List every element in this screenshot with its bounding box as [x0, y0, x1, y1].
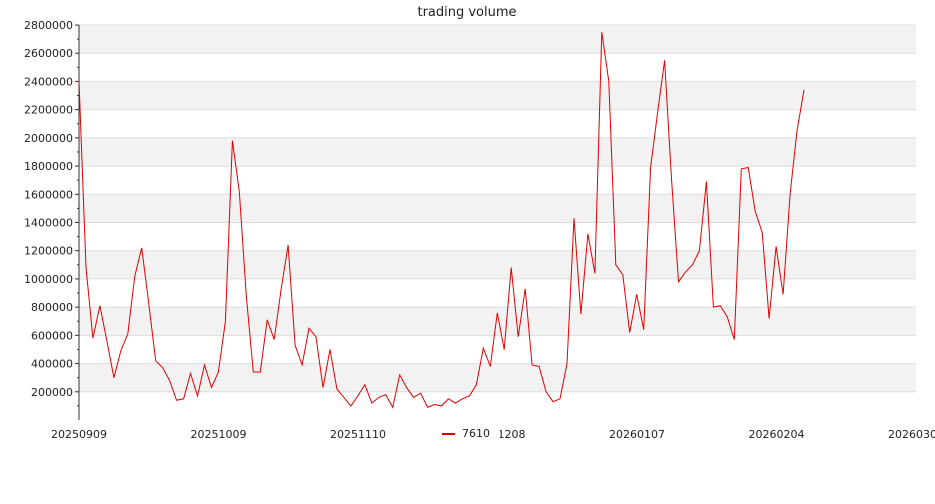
grid-band: [79, 363, 916, 392]
grid-band: [79, 250, 916, 279]
y-tick-label: 1400000: [24, 217, 73, 230]
series-plot: [78, 32, 805, 409]
y-tick-label: 1800000: [24, 160, 73, 173]
y-axis-ticks: 200000 400000 600000 800000 1000000 1200000 14…: [24, 19, 79, 407]
y-tick-label: 200000: [31, 386, 73, 399]
x-tick-label: 20251110: [330, 428, 386, 441]
y-tick-label: 2400000: [24, 75, 73, 88]
y-tick-label: 1600000: [24, 188, 73, 201]
grid-band: [79, 25, 916, 54]
y-tick-label: 600000: [31, 329, 73, 342]
grid-bands: [79, 25, 916, 392]
chart-title: trading volume: [417, 5, 516, 20]
y-tick-label: 1000000: [24, 273, 73, 286]
y-tick-label: 400000: [31, 358, 73, 371]
series-line: [78, 32, 805, 409]
legend: 7610: [436, 424, 500, 442]
grid-band: [79, 137, 916, 167]
grid-lines: [79, 24, 916, 393]
y-tick-label: 2000000: [24, 132, 73, 145]
x-tick-label: 20260306: [888, 428, 935, 441]
grid-band: [79, 81, 916, 110]
y-tick-label: 1200000: [24, 245, 73, 258]
x-tick-label: 20250909: [51, 428, 107, 441]
y-tick-label: 800000: [31, 301, 73, 314]
x-tick-label: 20260107: [609, 428, 665, 441]
y-tick-label: 2800000: [24, 19, 73, 32]
legend-box: [436, 424, 500, 442]
legend-label: 7610: [462, 427, 490, 440]
x-axis-ticks: 2025090920251009202511102025120820260107…: [51, 428, 935, 441]
y-tick-label: 2200000: [24, 104, 73, 117]
grid-band: [79, 307, 916, 336]
x-tick-label: 20260204: [749, 428, 805, 441]
x-tick-label: 20251009: [191, 428, 247, 441]
y-tick-label: 2600000: [24, 47, 73, 60]
grid-band: [79, 194, 916, 223]
